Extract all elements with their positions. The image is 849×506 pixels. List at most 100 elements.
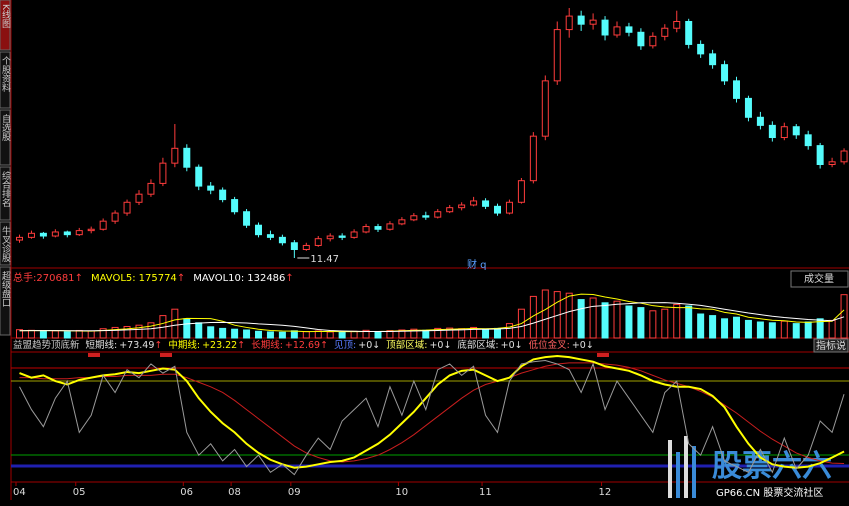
candle-body (709, 53, 717, 66)
tab[interactable] (0, 221, 11, 266)
volume-bar (601, 302, 609, 339)
volume-bar (840, 294, 848, 339)
candle-body (159, 162, 167, 184)
volume-bar (39, 330, 47, 339)
volume-bar (744, 319, 752, 339)
panel-button-label[interactable]: 成交量 (804, 272, 834, 285)
trend-arrow: ↓ (443, 340, 451, 351)
volume-bar (685, 305, 693, 339)
candle-body (494, 205, 501, 214)
tab-label[interactable]: 自选股 (0, 113, 11, 142)
candle-body (768, 124, 776, 139)
tab-label[interactable]: 牛叉诊股 (0, 225, 11, 263)
candle-body (147, 182, 155, 195)
series-label: 长期线: (251, 339, 283, 351)
tab-active[interactable] (0, 0, 11, 51)
tab-label[interactable]: 超级盘口 (0, 270, 11, 307)
volume-bar (768, 322, 776, 339)
volume-bar (816, 318, 824, 339)
candle-body (434, 211, 442, 218)
candle-body (625, 26, 633, 33)
candle-body (780, 126, 788, 139)
tab[interactable] (0, 166, 11, 221)
candle-body (314, 238, 322, 246)
candle-body (649, 35, 657, 47)
volume-bar (183, 318, 191, 339)
candle-body (840, 150, 848, 163)
candle-body (482, 200, 490, 207)
candle-body (565, 15, 573, 31)
logo-bar (668, 440, 672, 498)
candle-body (231, 199, 239, 213)
x-tick-label: 12 (599, 487, 612, 498)
logo-bar (676, 452, 680, 498)
candle-body (87, 228, 95, 232)
candle-body (816, 145, 824, 166)
volume-bar (410, 328, 418, 339)
candle-body (255, 224, 262, 236)
candle-body (410, 215, 418, 221)
volume-bar (541, 289, 549, 339)
trend-arrow: ↑ (237, 340, 245, 351)
volume-bar (326, 331, 334, 339)
candle-body (123, 201, 131, 214)
volume-bar (231, 328, 239, 339)
logo-bar (692, 446, 696, 498)
volume-bar (111, 326, 119, 339)
ma-label: MAVOL10: (193, 273, 244, 284)
candle-body (171, 147, 179, 164)
trend-arrow: ↑ (320, 340, 328, 351)
candle-body (517, 180, 525, 203)
signal-label: 见顶: (334, 340, 356, 351)
candle-body (362, 226, 370, 233)
tab-label[interactable]: K线图 (0, 4, 11, 29)
panel-button[interactable] (813, 338, 849, 353)
indicator-header: 益盟趋势顶底新 短期线: +73.49↑ 中期线: +23.22↑ 长期线: +12.69↑… (13, 339, 594, 351)
volume-bar (673, 303, 681, 339)
tab[interactable] (0, 109, 11, 166)
candle-body (374, 226, 382, 230)
candle-body (135, 193, 143, 203)
candle-body (278, 236, 286, 244)
trend-arrow: ↓ (515, 340, 523, 351)
panel-button-label[interactable]: 指标说 (816, 339, 846, 352)
series-label: 短期线: (86, 339, 118, 351)
panel-button[interactable] (790, 270, 849, 288)
volume-bar (350, 330, 358, 339)
candle-body (505, 201, 513, 214)
volume-bar (63, 331, 71, 339)
signal-flag (597, 353, 609, 357)
candle-body (697, 43, 705, 55)
volume-ma-line (19, 302, 845, 332)
x-tick-label: 04 (13, 487, 26, 498)
series-value: +73.49 (119, 340, 154, 351)
candle-body (219, 189, 227, 201)
tab-label[interactable]: 个股资料 (0, 56, 11, 93)
candle-body (290, 242, 298, 251)
volume-bar (828, 319, 836, 339)
info-marker[interactable]: 财 q (467, 258, 487, 271)
candle-body (195, 166, 203, 187)
volume-bar (565, 292, 573, 339)
volume-bar (577, 299, 585, 339)
series-label: 中期线: (168, 339, 200, 351)
signal-label: 底部区域: (457, 339, 498, 351)
volume-value: 270681 (36, 273, 74, 284)
candle-body (350, 231, 358, 238)
sidebar: K线图 个股资料 自选股 综合排名 牛叉诊股 超级盘口 (0, 0, 11, 336)
volume-bar (446, 327, 454, 339)
tab[interactable] (0, 266, 11, 336)
trend-arrow: ↑ (154, 340, 162, 351)
series-value: +12.69 (285, 340, 320, 351)
tab[interactable] (0, 51, 11, 109)
volume-bar (243, 329, 251, 339)
volume-bar (207, 326, 215, 339)
volume-bar (529, 295, 537, 339)
tab-label[interactable]: 综合排名 (0, 170, 11, 208)
candle-body (338, 235, 346, 238)
trend-arrow: ↓ (372, 340, 380, 351)
volume-bar (505, 323, 513, 339)
ma-label: MAVOL5: (91, 273, 136, 284)
volume-bar (374, 331, 382, 339)
candle-body (99, 220, 107, 230)
